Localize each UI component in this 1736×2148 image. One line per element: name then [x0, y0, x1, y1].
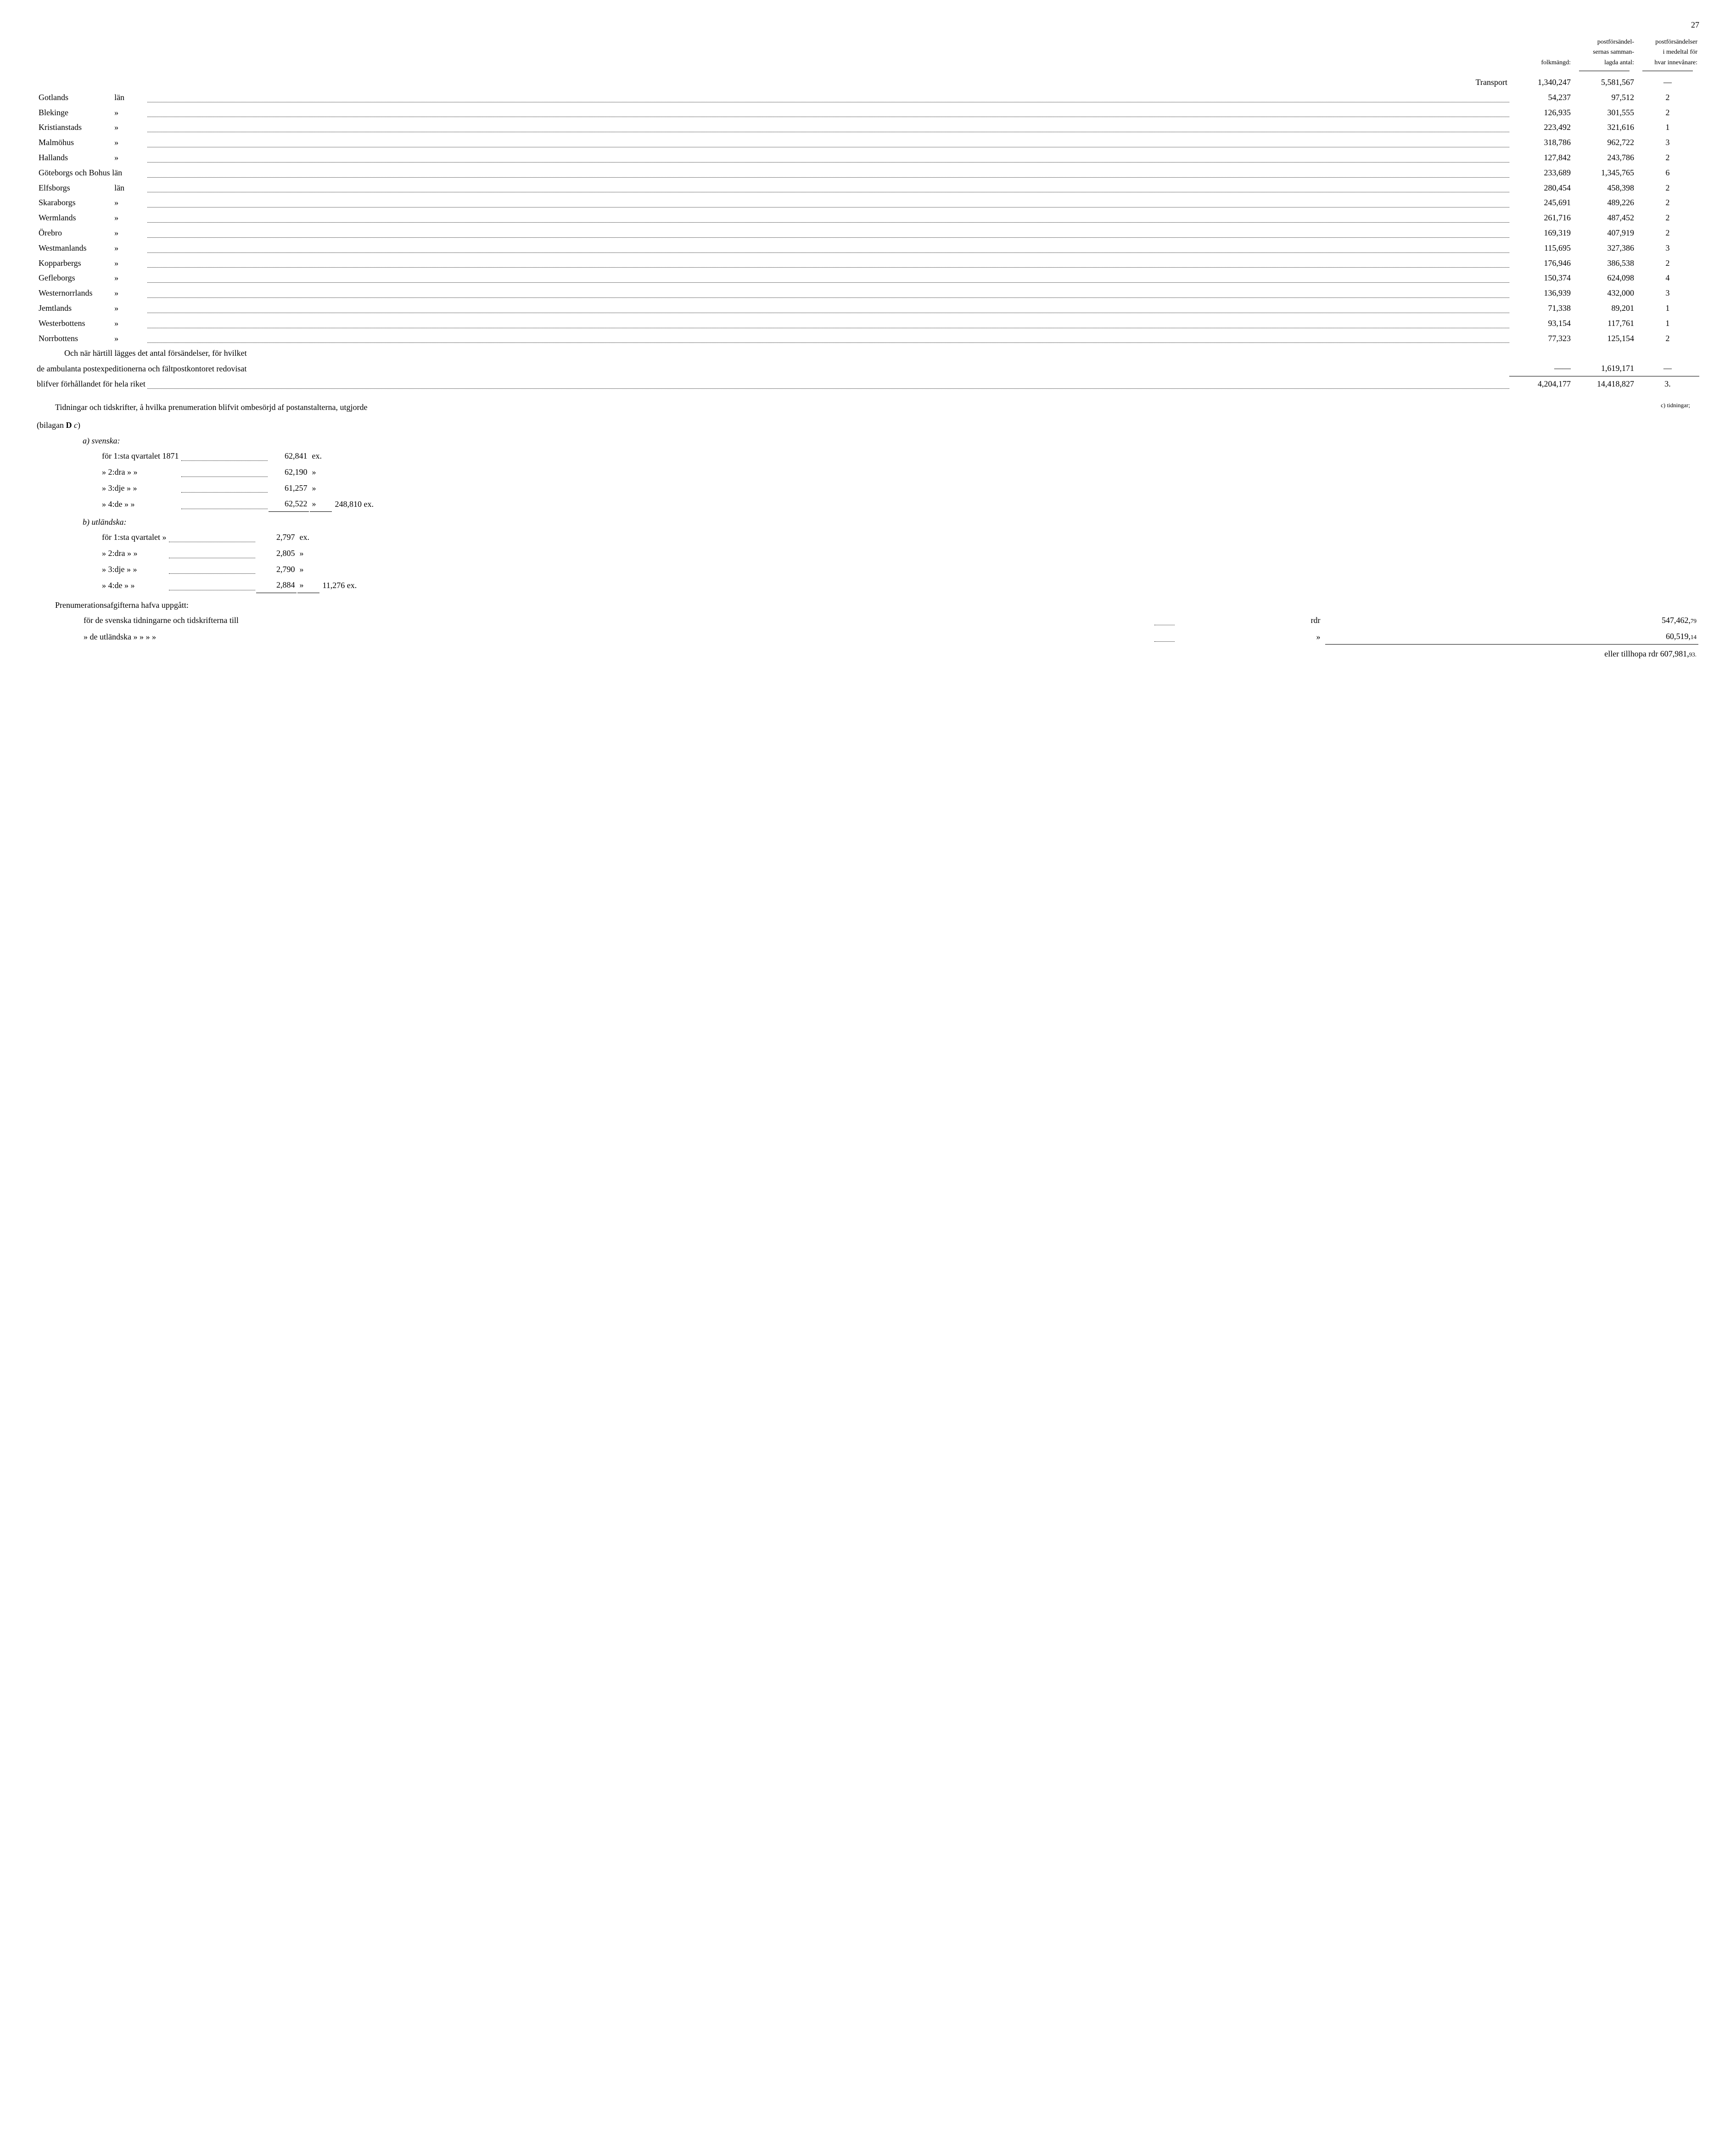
fees-heading: Prenumerationsafgifterna hafva uppgått: — [55, 599, 1699, 612]
header-col1: folkmängd: — [1509, 36, 1573, 69]
note-line-3: blifver förhållandet för hela riket 4,20… — [37, 376, 1699, 391]
svenska-q1: för 1:sta qvartalet 1871 62,841 ex. — [84, 449, 375, 464]
svenska-q2: » 2:dra » » 62,190 » — [84, 465, 375, 480]
table-row: Skaraborgs»245,691489,2262 — [37, 195, 1699, 210]
table-row: Göteborgs och Bohus län233,6891,345,7656 — [37, 165, 1699, 180]
table-row: Gotlandslän54,23797,5122 — [37, 90, 1699, 105]
transport-row: Transport 1,340,247 5,581,567 — — [37, 75, 1699, 90]
table-row: Malmöhus»318,786962,7223 — [37, 135, 1699, 150]
note-line-2: de ambulanta postexpeditionerna och fält… — [37, 361, 1699, 376]
svenska-q3: » 3:dje » » 61,257 » — [84, 481, 375, 496]
table-row: Westernorrlands»136,939432,0003 — [37, 286, 1699, 301]
fee-total: eller tillhopa rdr 607,981,93. — [38, 645, 1698, 662]
table-row: Jemtlands»71,33889,2011 — [37, 301, 1699, 316]
table-row: Westerbottens»93,154117,7611 — [37, 316, 1699, 331]
note-line-1: Och när härtill lägges det antal försänd… — [37, 346, 1699, 361]
fees-table: för de svenska tidningarne och tidskrift… — [37, 612, 1699, 662]
paragraph-text: Tidningar och tidskrifter, å hvilka pren… — [37, 401, 1699, 414]
utlandska-q2: » 2:dra » » 2,805 » — [84, 546, 358, 561]
table-row: Blekinge»126,935301,5552 — [37, 105, 1699, 120]
utlandska-q3: » 3:dje » » 2,790 » — [84, 562, 358, 577]
table-row: Gefleborgs»150,374624,0984 — [37, 270, 1699, 286]
table-row: Wermlands»261,716487,4522 — [37, 210, 1699, 225]
svenska-label: a) svenska: — [83, 434, 1699, 448]
transport-c3: — — [1636, 75, 1699, 90]
transport-label: Transport — [147, 75, 1509, 90]
table-row: Norrbottens»77,323125,1542 — [37, 331, 1699, 346]
header-col2: postförsändel-sernas samman-lagda antal: — [1573, 36, 1636, 69]
table-row: Hallands»127,842243,7862 — [37, 150, 1699, 165]
transport-c2: 5,581,567 — [1573, 75, 1636, 90]
svenska-table: för 1:sta qvartalet 1871 62,841 ex. » 2:… — [83, 448, 376, 513]
table-row: Örebro»169,319407,9192 — [37, 225, 1699, 241]
margin-note: c) tidningar; — [1642, 401, 1690, 410]
transport-c1: 1,340,247 — [1509, 75, 1573, 90]
utlandska-q1: för 1:sta qvartalet » 2,797 ex. — [84, 530, 358, 545]
utlandska-q4: » 4:de » » 2,884 » 11,276 ex. — [84, 578, 358, 593]
table-row: Kopparbergs»176,946386,5382 — [37, 256, 1699, 271]
svenska-q4: » 4:de » » 62,522 » 248,810 ex. — [84, 496, 375, 512]
paragraph-ref: (bilagan D c) — [37, 419, 1699, 432]
fee-line-1: för de svenska tidningarne och tidskrift… — [38, 613, 1698, 628]
utlandska-label: b) utländska: — [83, 516, 1699, 529]
fee-line-2: » de utländska » » » » » 60,519,14 — [38, 629, 1698, 645]
page-number: 27 — [37, 18, 1699, 32]
header-table: folkmängd: postförsändel-sernas samman-l… — [37, 36, 1699, 75]
svenska-sum: 248,810 ex. — [333, 496, 375, 512]
county-table: Transport 1,340,247 5,581,567 — Gotlands… — [37, 75, 1699, 392]
table-row: Kristianstads»223,492321,6161 — [37, 120, 1699, 135]
utlandska-table: för 1:sta qvartalet » 2,797 ex. » 2:dra … — [83, 529, 359, 594]
table-row: Westmanlands»115,695327,3863 — [37, 241, 1699, 256]
utlandska-sum: 11,276 ex. — [320, 578, 358, 593]
header-col3: postförsändelseri medeltal förhvar innev… — [1636, 36, 1699, 69]
table-row: Elfsborgslän280,454458,3982 — [37, 180, 1699, 196]
